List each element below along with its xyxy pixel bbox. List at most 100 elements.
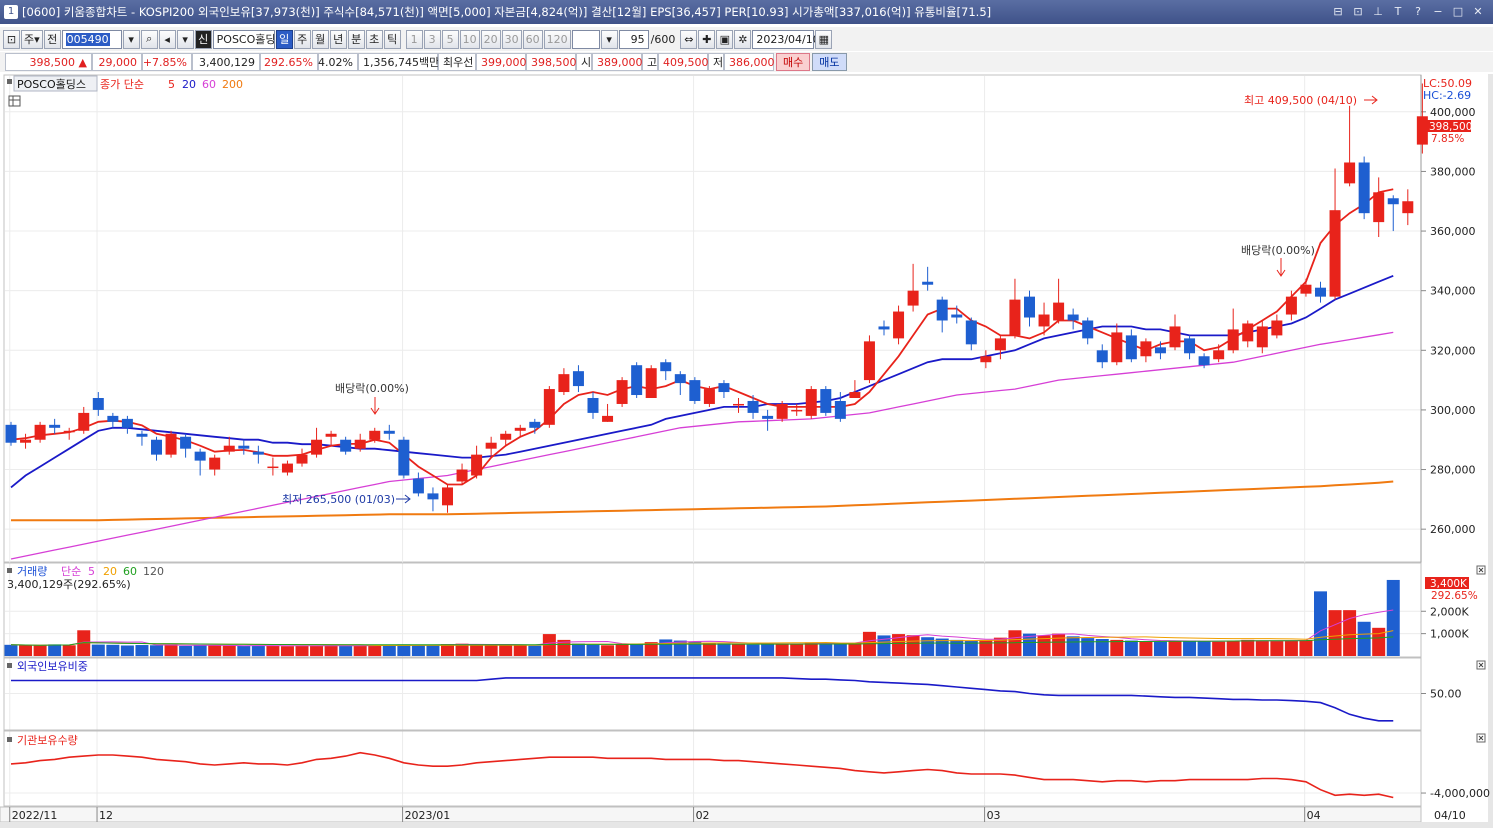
candle [1227,308,1239,354]
tab-period-year[interactable]: 년 [329,29,347,49]
volume-bar [280,646,294,656]
zoom-icon[interactable]: ⇔ [680,29,698,49]
volume-bar [426,645,440,656]
candle [703,386,715,407]
candle-body [776,403,788,419]
volume-ratio: 292.65% [260,53,318,71]
font-icon[interactable]: T [1394,5,1402,18]
tile-icon[interactable]: ⊟ [1333,5,1343,18]
candle-body [631,365,643,396]
volume-bar [1212,641,1226,656]
candle-body [1038,314,1050,327]
capture-icon[interactable]: ⊡ [1353,5,1363,18]
candle-body [369,430,381,440]
volume-bar [339,645,353,656]
candle [965,317,977,351]
stock-chart[interactable]: 400,000 380,000 360,000 340,000 320,000 300,0… [0,74,1493,828]
interval-120[interactable]: 120 [543,29,571,49]
crosshair-icon[interactable]: ✚ [698,29,716,49]
save-icon[interactable]: ▣ [716,29,734,49]
date-input[interactable]: 2023/04/10 [752,29,820,49]
interval-5[interactable]: 5 [441,29,459,49]
settings-icon[interactable]: ✲ [734,29,752,49]
volume-bar [848,643,862,656]
stock-code-input[interactable]: 005490 [61,29,122,49]
tab-period-week[interactable]: 주 [293,29,311,49]
code-dropdown-icon[interactable]: ▾ [122,29,140,49]
hc-label: HC:-2.69 [1423,89,1471,102]
table-view-icon[interactable] [8,95,21,107]
candle-body [500,433,512,440]
candle-body [107,415,119,422]
tab-period-day[interactable]: 일 [275,29,293,49]
search-icon[interactable]: ⌕ [140,29,158,49]
period-week-select[interactable]: 주 ▾ [21,29,43,49]
interval-dropdown-icon[interactable]: ▾ [600,29,618,49]
candle-body [660,362,672,372]
minimize-icon[interactable]: − [1433,5,1443,18]
current-price: 398,500 ▲ [5,53,92,71]
volume-bar [135,645,149,656]
data-count-input[interactable]: 95 [618,29,649,49]
title-bar: 1 [0600] 키움종합차트 - KOSPI200 외국인보유[37,973(… [0,0,1493,24]
candle-body [1184,338,1196,354]
interval-10[interactable]: 10 [459,29,480,49]
help-icon[interactable]: ? [1415,5,1421,18]
candle [1271,314,1283,339]
candle [849,380,861,398]
candle-body [951,314,963,318]
candle-body [820,389,832,413]
volume-panel [3,562,1422,658]
candle-body [1402,201,1414,214]
candle [1082,317,1094,345]
candle-body [1227,329,1239,351]
scrollbar[interactable] [0,822,1488,828]
interval-20[interactable]: 20 [480,29,501,49]
candle [1024,290,1035,327]
candle [936,296,948,333]
x-axis-label: 02 [696,809,710,822]
interval-30[interactable]: 30 [501,29,522,49]
speaker-icon[interactable]: ◂ [158,29,176,49]
data-count-max: /600 [650,32,676,46]
tab-period-second[interactable]: 초 [365,29,383,49]
chart-toolbar: ⊡ 주▾ 전 005490 ▾ ⌕ ◂ ▾ 신 POSCO홀딩스 일 주 월 년… [0,27,1493,51]
pin-icon[interactable]: ⊥ [1373,5,1383,18]
candle-body [442,487,453,506]
stock-name-field[interactable]: POSCO홀딩스 [212,29,275,49]
candle [631,362,643,398]
volume-bar [411,644,425,656]
volume-bar [1241,639,1255,656]
volume-panel-title: 거래량 [17,565,47,578]
candle [223,436,235,455]
volume-bar [1372,627,1386,656]
price-tick-label: 340,000 [1430,285,1476,298]
candle [1213,344,1225,363]
volume-bar [1328,610,1342,656]
buy-button[interactable]: 매수 [776,53,811,71]
interval-60[interactable]: 60 [522,29,543,49]
candle-body [165,433,177,455]
sell-button[interactable]: 매도 [812,53,847,71]
calendar-icon[interactable]: ▦ [815,29,833,49]
change-percent: +7.85% [142,53,192,71]
custom-interval-input[interactable] [571,29,600,49]
candle-body [456,469,468,482]
layout-icon[interactable]: ⊡ [3,29,20,49]
x-axis-label: 12 [99,809,113,822]
interval-3[interactable]: 3 [423,29,441,49]
volume-bar [441,644,454,656]
tab-period-tick[interactable]: 틱 [383,29,401,49]
interval-1[interactable]: 1 [405,29,423,49]
volume-bar [1284,640,1298,656]
tab-period-month[interactable]: 월 [311,29,329,49]
close-icon[interactable]: ✕ [1473,5,1483,18]
volume-bar [804,642,818,656]
tab-period-minute[interactable]: 분 [347,29,365,49]
prev-button[interactable]: 전 [43,29,61,49]
candle [529,418,541,434]
ask-price: 399,000 [476,53,527,71]
maximize-icon[interactable]: □ [1452,5,1464,18]
ma60-line [10,331,1394,560]
speaker-dropdown-icon[interactable]: ▾ [176,29,194,49]
